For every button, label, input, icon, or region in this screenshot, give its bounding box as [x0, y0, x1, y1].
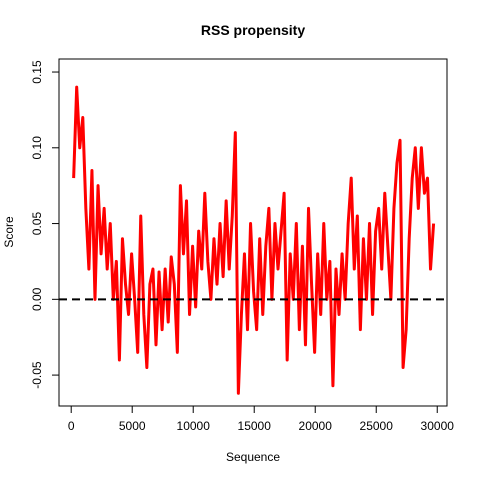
chart-title: RSS propensity — [201, 22, 305, 38]
y-tick-label: 0.15 — [30, 60, 44, 84]
y-axis-label: Score — [2, 216, 16, 248]
x-tick-label: 5000 — [119, 419, 146, 433]
y-tick-label: 0.05 — [30, 212, 44, 236]
x-tick-label: 15000 — [238, 419, 272, 433]
y-tick-label: -0.05 — [30, 361, 44, 389]
y-tick-label: 0.10 — [30, 136, 44, 160]
y-tick-label: 0.00 — [30, 287, 44, 311]
x-tick-label: 20000 — [299, 419, 333, 433]
data-line — [72, 85, 436, 395]
x-tick-label: 10000 — [177, 419, 211, 433]
x-tick-label: 0 — [68, 419, 75, 433]
x-tick-label: 30000 — [421, 419, 455, 433]
x-axis-label: Sequence — [226, 450, 280, 464]
x-tick-label: 25000 — [360, 419, 394, 433]
